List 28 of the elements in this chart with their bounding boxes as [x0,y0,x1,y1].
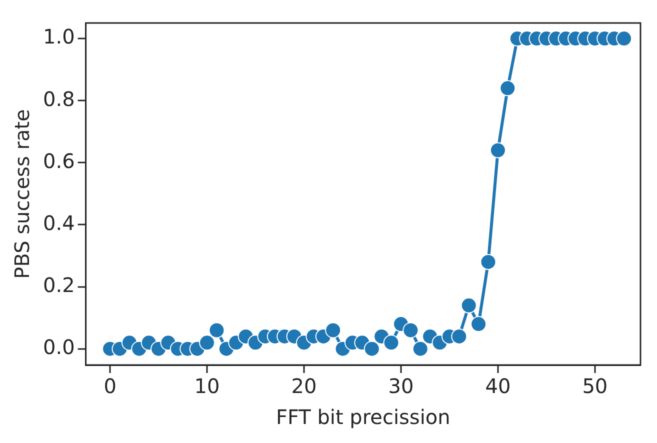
point [480,254,496,270]
y-tick-label: 0.6 [42,148,75,173]
y-tick-label: 0.8 [42,86,75,111]
point [364,340,380,357]
point [490,142,506,158]
point [402,322,419,338]
y-tick-label: 1.0 [42,24,75,49]
point [500,80,516,96]
point [383,334,400,351]
point [451,328,468,344]
y-tick-label: 0.0 [42,335,75,360]
x-axis-title: FFT bit precission [276,405,450,430]
y-tick-label: 0.4 [42,210,75,235]
x-tick-label: 10 [194,374,220,398]
x-tick-label: 50 [582,374,608,398]
point [412,340,428,357]
point [470,316,487,332]
x-tick-label: 30 [388,374,414,398]
y-axis-title: PBS success rate [10,109,34,279]
point [199,334,216,351]
point [460,297,477,314]
point [325,322,342,338]
y-tick-label: 0.2 [42,272,75,297]
point [208,322,225,338]
point [616,30,632,47]
x-tick-label: 40 [485,374,511,398]
x-tick-label: 0 [104,374,116,398]
x-tick-label: 20 [291,374,317,398]
